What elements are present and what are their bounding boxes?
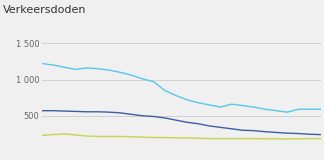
- Text: Verkeersdoden: Verkeersdoden: [3, 5, 87, 15]
